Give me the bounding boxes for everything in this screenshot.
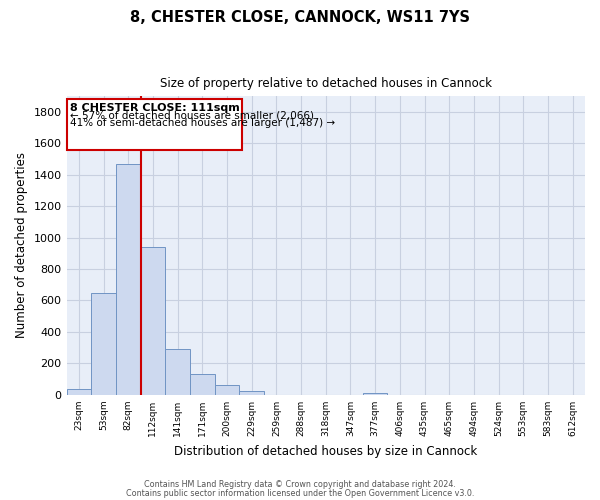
Bar — [239, 392, 264, 395]
Text: 8, CHESTER CLOSE, CANNOCK, WS11 7YS: 8, CHESTER CLOSE, CANNOCK, WS11 7YS — [130, 10, 470, 25]
Text: Contains public sector information licensed under the Open Government Licence v3: Contains public sector information licen… — [126, 489, 474, 498]
Bar — [165, 350, 190, 395]
Text: Contains HM Land Registry data © Crown copyright and database right 2024.: Contains HM Land Registry data © Crown c… — [144, 480, 456, 489]
X-axis label: Distribution of detached houses by size in Cannock: Distribution of detached houses by size … — [174, 444, 478, 458]
Bar — [215, 384, 239, 395]
Text: 41% of semi-detached houses are larger (1,487) →: 41% of semi-detached houses are larger (… — [70, 118, 335, 128]
Bar — [91, 292, 116, 395]
Title: Size of property relative to detached houses in Cannock: Size of property relative to detached ho… — [160, 78, 492, 90]
Bar — [116, 164, 140, 395]
Text: 8 CHESTER CLOSE: 111sqm: 8 CHESTER CLOSE: 111sqm — [70, 103, 240, 113]
FancyBboxPatch shape — [67, 99, 242, 150]
Bar — [67, 388, 91, 395]
Y-axis label: Number of detached properties: Number of detached properties — [15, 152, 28, 338]
Bar — [190, 374, 215, 395]
Bar — [363, 392, 388, 395]
Bar — [140, 247, 165, 395]
Text: ← 57% of detached houses are smaller (2,066): ← 57% of detached houses are smaller (2,… — [70, 111, 314, 121]
